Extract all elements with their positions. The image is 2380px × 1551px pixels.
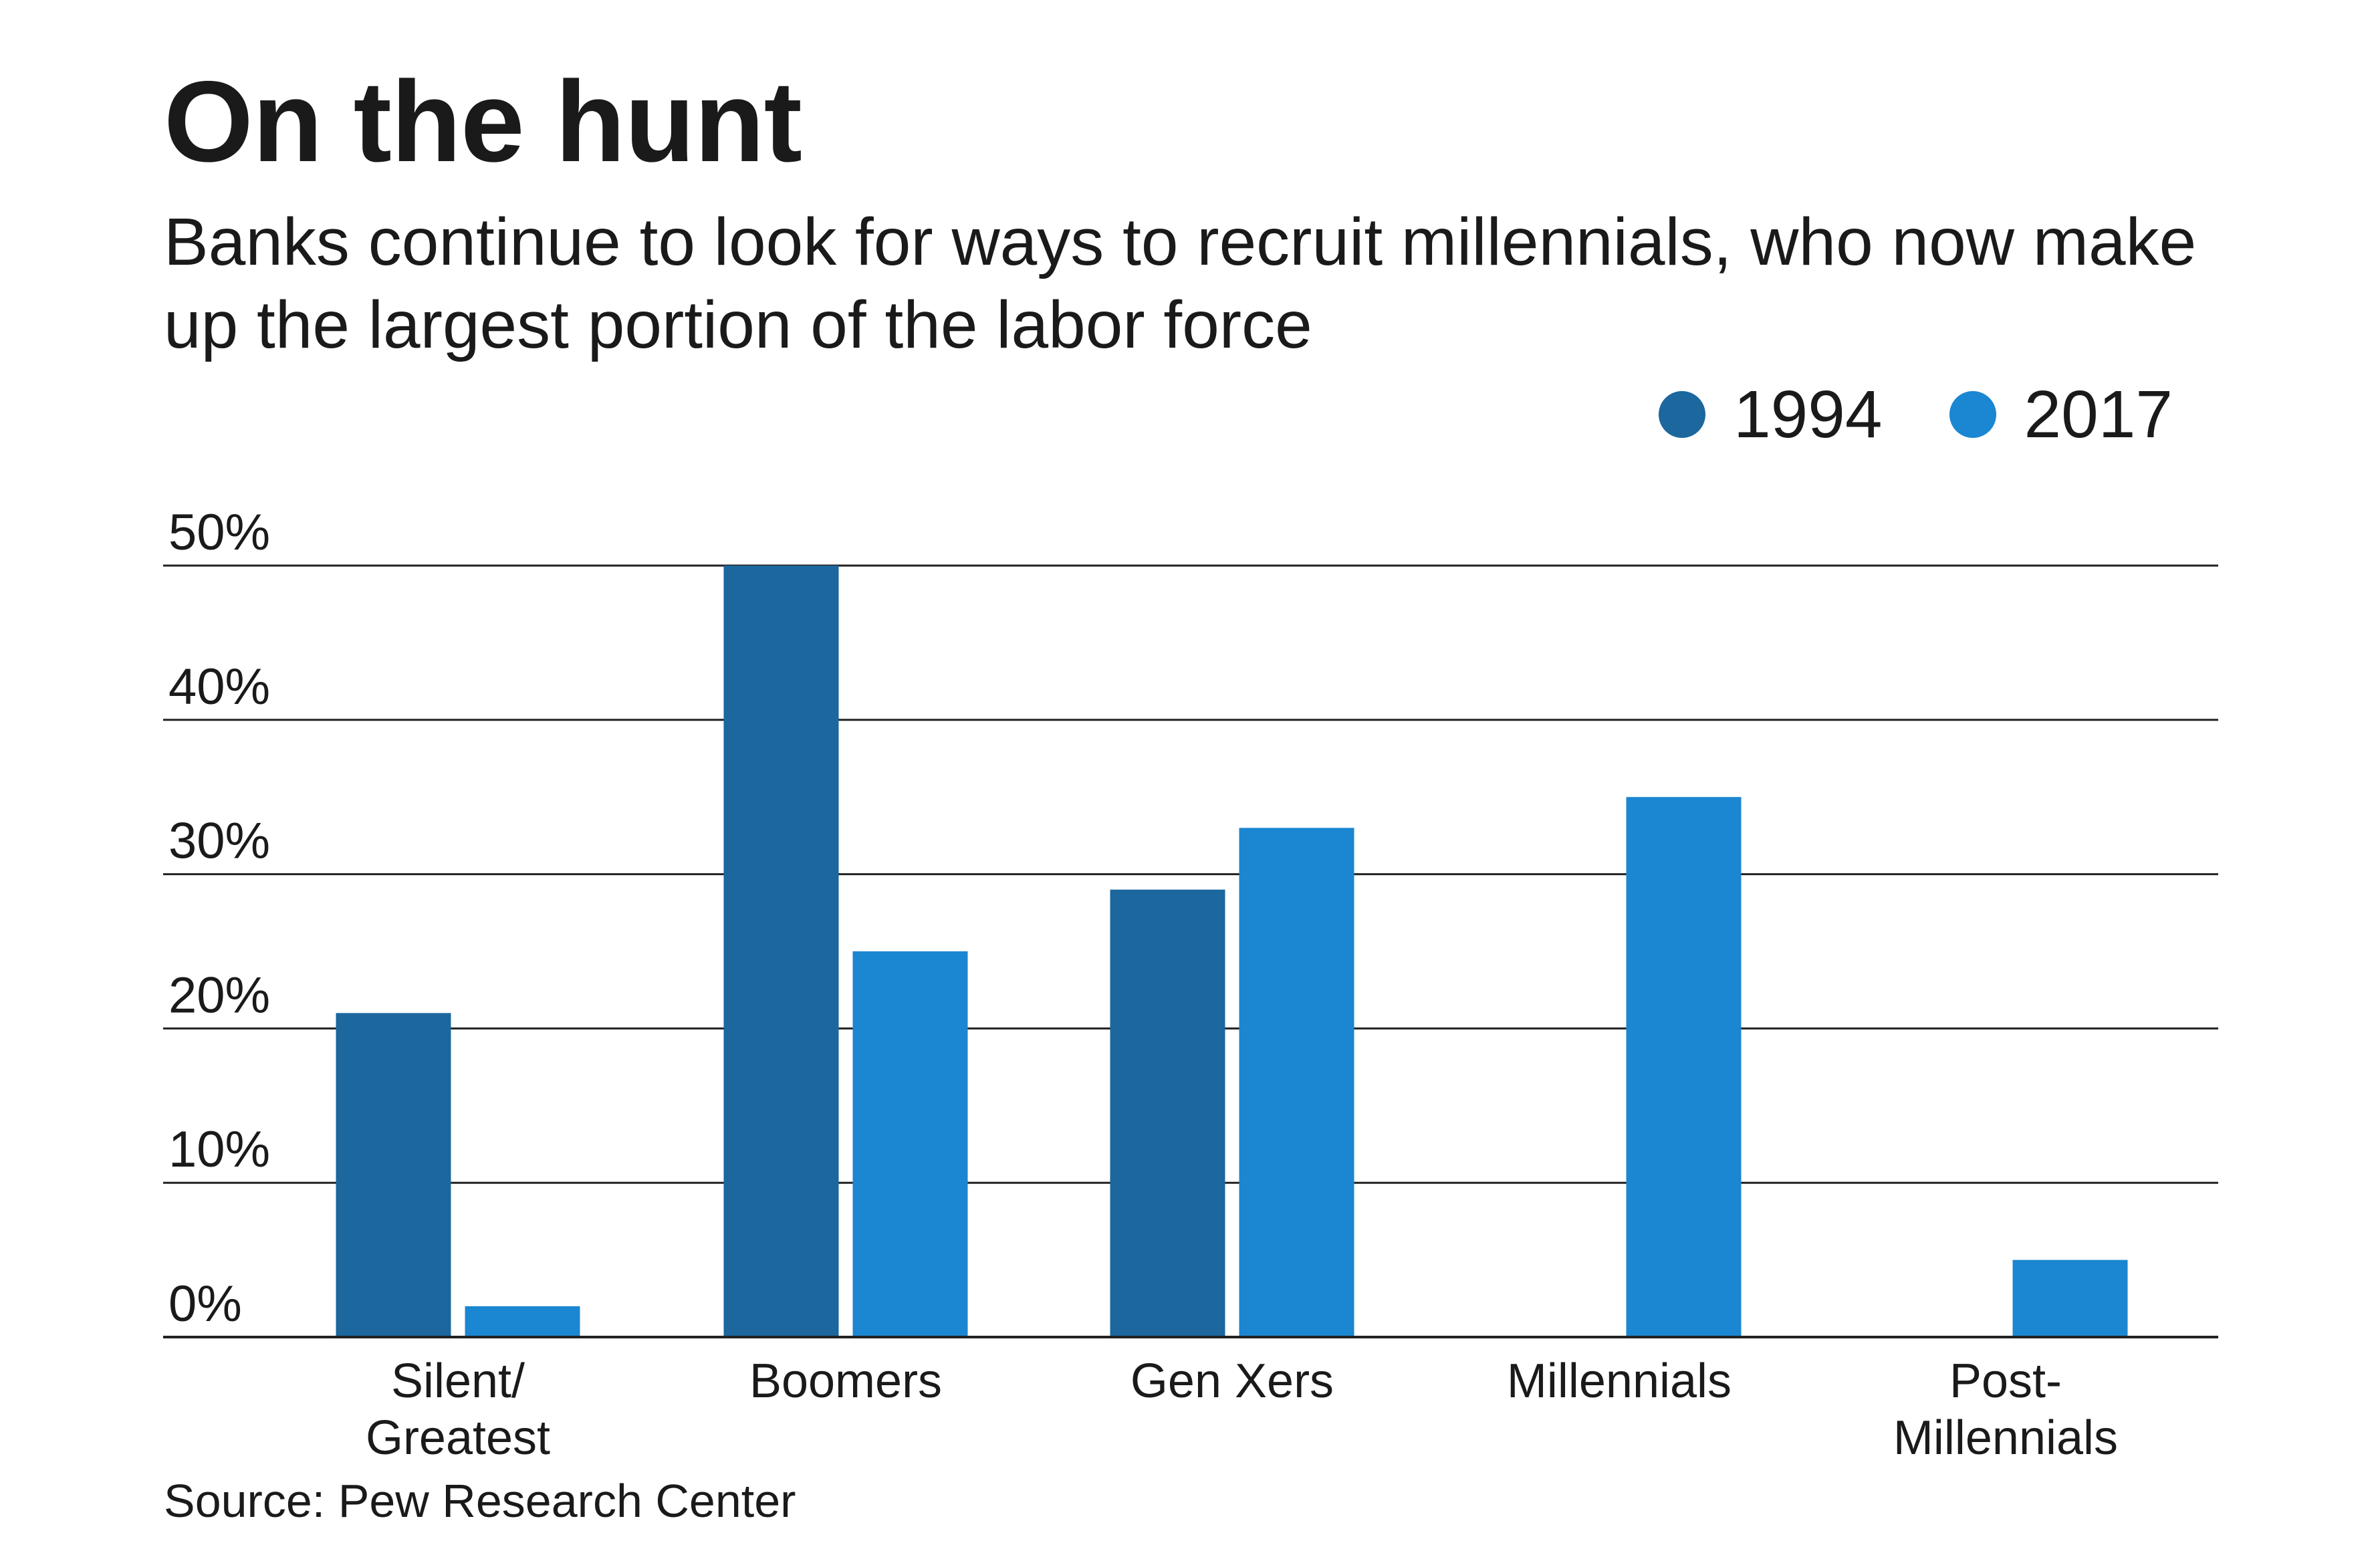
- chart-subtitle: Banks continue to look for ways to recru…: [164, 205, 2197, 362]
- x-category-label: Silent/: [391, 1354, 525, 1408]
- bar-1994-genxers: [1110, 889, 1225, 1337]
- y-axis-ticks: 0% 10% 20% 30% 40% 50%: [168, 504, 270, 1332]
- source-note: Source: Pew Research Center: [164, 1475, 796, 1527]
- bar-2017-millennials: [1626, 797, 1742, 1337]
- bar-2017-silentgreatest: [465, 1306, 580, 1337]
- legend-label-2017: 2017: [2024, 377, 2173, 452]
- y-tick-label: 20%: [168, 967, 270, 1024]
- x-category-label: Post-: [1949, 1354, 2062, 1408]
- bars: [163, 566, 2218, 1338]
- x-category-label: Millennials: [1893, 1411, 2118, 1465]
- y-tick-label: 40%: [168, 659, 270, 715]
- bar-2017-genxers: [1239, 828, 1354, 1337]
- legend-item-1994: 1994: [1659, 377, 1883, 452]
- bar-1994-boomers: [723, 566, 839, 1337]
- bar-2017-boomers: [852, 951, 968, 1337]
- y-tick-label: 0%: [168, 1276, 242, 1332]
- legend-swatch-1994: [1659, 391, 1706, 438]
- legend-label-1994: 1994: [1734, 377, 1883, 452]
- legend-swatch-2017: [1949, 391, 1996, 438]
- y-tick-label: 30%: [168, 813, 270, 870]
- x-category-label: Millennials: [1507, 1354, 1732, 1408]
- y-tick-label: 50%: [168, 504, 270, 561]
- chart-title: On the hunt: [164, 57, 802, 186]
- bar-1994-silentgreatest: [336, 1013, 451, 1337]
- bar-2017-postmillennials: [2012, 1260, 2128, 1337]
- y-tick-label: 10%: [168, 1121, 270, 1178]
- legend-item-2017: 2017: [1949, 381, 2173, 448]
- x-category-label: Boomers: [749, 1354, 942, 1408]
- x-category-label: Gen Xers: [1130, 1354, 1334, 1408]
- x-category-label: Greatest: [366, 1411, 550, 1465]
- x-axis-labels: Silent/Greatest Boomers Gen Xers Millennial…: [366, 1354, 2118, 1465]
- chart-legend: 1994 2017: [1592, 381, 2173, 448]
